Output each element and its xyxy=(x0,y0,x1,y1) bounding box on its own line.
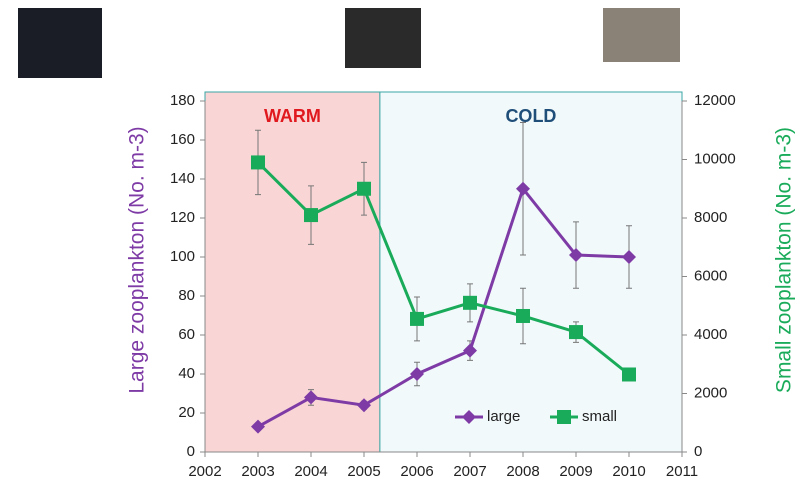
y2-tick-label: 10000 xyxy=(694,150,736,167)
y2-tick-label: 8000 xyxy=(694,209,727,226)
region-label: COLD xyxy=(505,106,556,126)
point xyxy=(304,208,318,222)
y-tick-label: 80 xyxy=(178,287,195,304)
x-tick-label: 2008 xyxy=(506,463,539,480)
y2-tick-label: 2000 xyxy=(694,384,727,401)
photo xyxy=(18,8,102,78)
y2-tick-label: 0 xyxy=(694,443,702,460)
y2-axis-label: Small zooplankton (No. m-3) xyxy=(773,127,796,393)
y-tick-label: 60 xyxy=(178,326,195,343)
x-tick-label: 2002 xyxy=(188,463,221,480)
x-tick-label: 2005 xyxy=(347,463,380,480)
y-tick-label: 120 xyxy=(170,209,195,226)
point xyxy=(357,182,371,196)
x-tick-label: 2011 xyxy=(666,463,698,480)
y2-tick-label: 4000 xyxy=(694,326,727,343)
legend-marker xyxy=(557,410,571,424)
y2-tick-label: 12000 xyxy=(694,92,736,109)
y-tick-label: 160 xyxy=(170,131,195,148)
x-tick-label: 2007 xyxy=(453,463,486,480)
x-tick-label: 2009 xyxy=(559,463,592,480)
point xyxy=(569,325,583,339)
point xyxy=(251,155,265,169)
region xyxy=(380,92,682,452)
chart: WARM COLD Large zooplankton (No. m-3) Sma… xyxy=(0,0,804,487)
x-tick-label: 2004 xyxy=(294,463,327,480)
point xyxy=(463,296,477,310)
y-tick-label: 0 xyxy=(187,443,195,460)
point xyxy=(516,309,530,323)
point xyxy=(410,312,424,326)
legend-label: large xyxy=(487,408,520,425)
x-tick-label: 2010 xyxy=(612,463,645,480)
y-tick-label: 20 xyxy=(178,404,195,421)
y-tick-label: 40 xyxy=(178,365,195,382)
point xyxy=(622,367,636,381)
legend-label: small xyxy=(582,408,617,425)
photo xyxy=(603,8,680,62)
y-tick-label: 140 xyxy=(170,170,195,187)
x-tick-label: 2003 xyxy=(241,463,274,480)
y-tick-label: 100 xyxy=(170,248,195,265)
y-axis-label: Large zooplankton (No. m-3) xyxy=(126,126,149,393)
page: WARM COLD Large zooplankton (No. m-3) Sma… xyxy=(0,0,804,487)
region-label: WARM xyxy=(264,106,321,126)
y2-tick-label: 6000 xyxy=(694,267,727,284)
photo xyxy=(345,8,421,68)
x-tick-label: 2006 xyxy=(400,463,433,480)
region xyxy=(205,92,380,452)
y-tick-label: 180 xyxy=(170,92,195,109)
